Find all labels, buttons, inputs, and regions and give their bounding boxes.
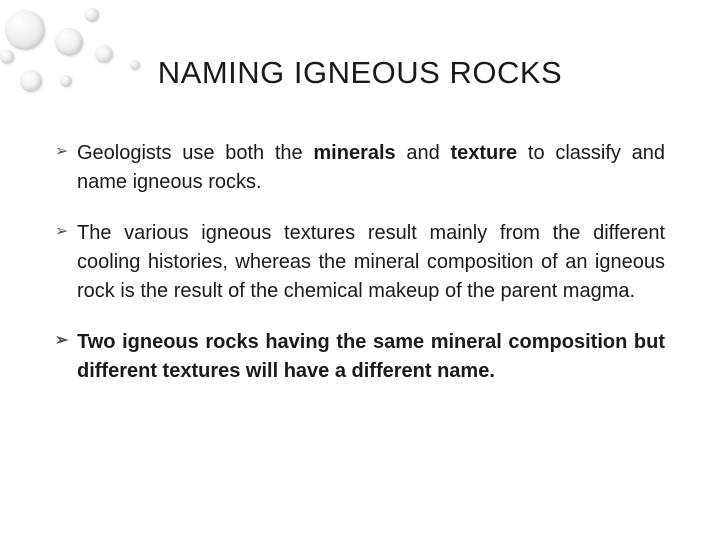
bullet-item-2: The various igneous textures result main… — [55, 219, 665, 306]
bold-minerals: minerals — [313, 142, 395, 164]
text-segment: and — [396, 142, 451, 164]
slide-content: NAMING IGNEOUS ROCKS Geologists use both… — [0, 0, 720, 438]
bullet-list: Geologists use both the minerals and tex… — [55, 139, 665, 386]
bullet-item-3: Two igneous rocks having the same minera… — [55, 328, 665, 386]
bullet-item-1: Geologists use both the minerals and tex… — [55, 139, 665, 197]
slide-title: NAMING IGNEOUS ROCKS — [55, 55, 665, 91]
text-segment: Geologists use both the — [77, 142, 313, 164]
bold-texture: texture — [450, 142, 517, 164]
